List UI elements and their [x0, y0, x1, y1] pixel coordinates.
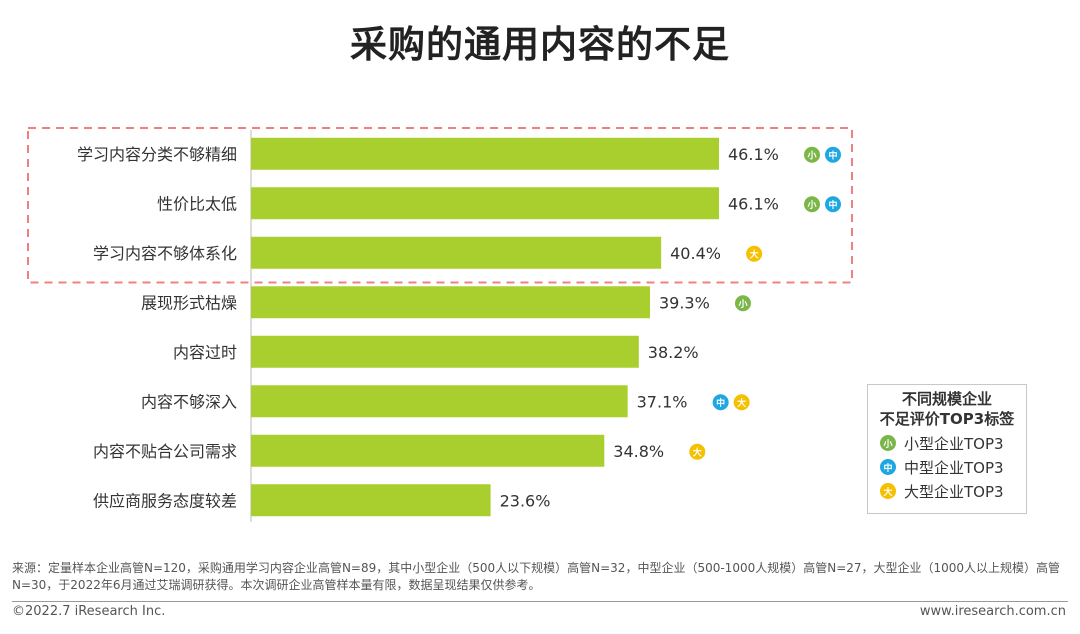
- bar: [251, 286, 650, 319]
- svg-text:中: 中: [828, 149, 837, 161]
- bar: [251, 236, 662, 269]
- size-badge-icon: 中: [712, 394, 729, 411]
- svg-text:中: 中: [716, 397, 725, 409]
- size-badge-icon: 小: [804, 146, 820, 163]
- website-link[interactable]: www.iresearch.com.cn: [919, 604, 1066, 619]
- svg-text:大: 大: [693, 446, 702, 458]
- highlight-box: [27, 127, 853, 284]
- category-label: 内容过时: [173, 343, 237, 362]
- value-label: 40.4%: [670, 244, 721, 263]
- legend-title-line2: 不足评价TOP3标签: [879, 410, 1015, 428]
- legend-item-small: 小 小型企业TOP3: [880, 433, 1026, 453]
- size-badge-icon: 大: [746, 245, 763, 262]
- legend-title-line1: 不同规模企业: [901, 390, 992, 408]
- bar: [251, 137, 719, 170]
- legend-item-medium: 中 中型企业TOP3: [880, 457, 1026, 477]
- bar-chart: 学习内容分类不够精细 46.1% 小中性价比太低 46.1% 小中学习内容不够体系化 40…: [27, 127, 853, 522]
- size-badge-icon: 大: [689, 443, 706, 460]
- svg-text:中: 中: [828, 199, 837, 211]
- size-badge-icon: 中: [825, 146, 841, 163]
- legend-item-large: 大 大型企业TOP3: [880, 481, 1026, 501]
- source-note: 来源：定量样本企业高管N=120，采购通用学习内容企业高管N=89，其中小型企业…: [12, 561, 1061, 592]
- legend-label-medium: 中型企业TOP3: [904, 458, 1004, 477]
- value-label: 23.6%: [500, 491, 551, 510]
- value-label: 46.1%: [728, 194, 779, 213]
- svg-text:小: 小: [737, 298, 747, 310]
- size-badge-icon: 小: [734, 295, 751, 312]
- category-label: 展现形式枯燥: [141, 293, 237, 312]
- size-badge-icon: 中: [825, 196, 841, 213]
- page-title: 采购的通用内容的不足: [350, 23, 730, 66]
- legend: 不同规模企业 不足评价TOP3标签 小 小型企业TOP3 中 中型企业TOP3 …: [867, 384, 1027, 514]
- category-label: 学习内容不够体系化: [93, 244, 237, 263]
- legend-label-large: 大型企业TOP3: [904, 482, 1004, 501]
- category-label: 内容不贴合公司需求: [93, 442, 237, 461]
- category-label: 内容不够深入: [141, 392, 237, 411]
- value-label: 46.1%: [728, 145, 779, 164]
- value-label: 38.2%: [648, 343, 699, 362]
- value-label: 37.1%: [637, 392, 688, 411]
- large-badge-icon: 大: [880, 483, 896, 499]
- svg-text:小: 小: [806, 149, 816, 161]
- medium-badge-icon: 中: [880, 459, 896, 475]
- bar: [251, 187, 719, 220]
- size-badge-icon: 小: [804, 196, 820, 213]
- svg-text:大: 大: [737, 397, 746, 409]
- small-badge-icon: 小: [880, 435, 896, 451]
- svg-text:小: 小: [806, 199, 816, 211]
- category-label: 学习内容分类不够精细: [77, 145, 237, 164]
- category-label: 供应商服务态度较差: [93, 491, 237, 510]
- value-label: 39.3%: [659, 293, 710, 312]
- category-label: 性价比太低: [157, 194, 237, 213]
- bar: [251, 484, 491, 517]
- bar: [251, 335, 639, 368]
- svg-text:大: 大: [750, 248, 759, 260]
- size-badge-icon: 大: [733, 394, 750, 411]
- bar: [251, 385, 628, 418]
- bar: [251, 434, 605, 467]
- footer-divider: [12, 601, 1068, 602]
- copyright: ©2022.7 iResearch Inc.: [12, 604, 166, 619]
- value-label: 34.8%: [613, 442, 664, 461]
- legend-label-small: 小型企业TOP3: [904, 434, 1004, 453]
